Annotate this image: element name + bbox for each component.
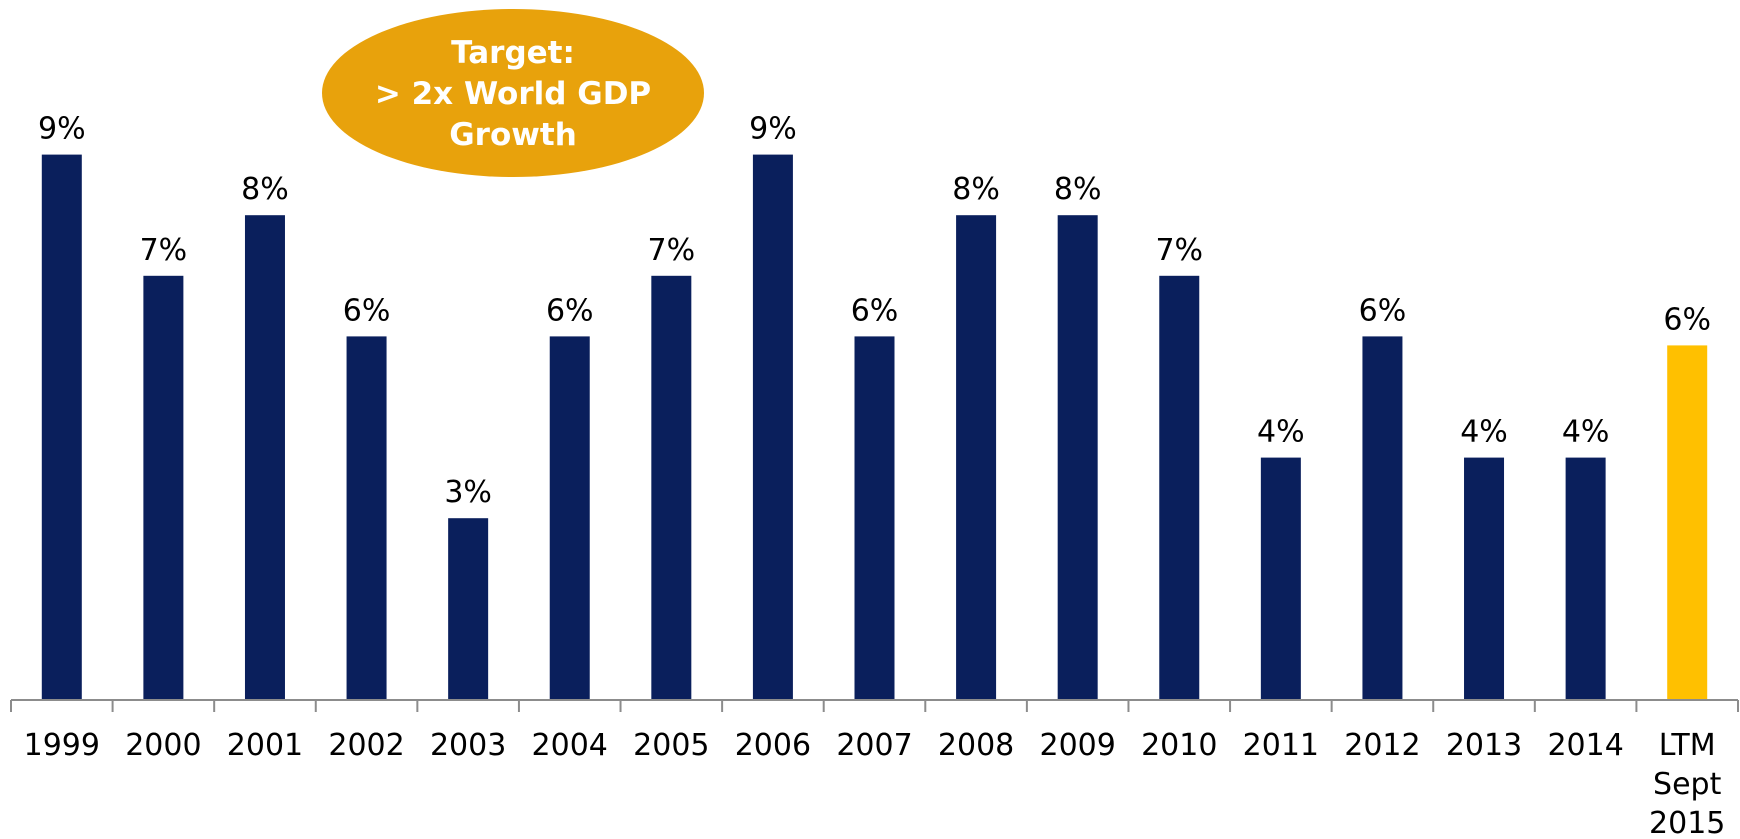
data-label-2002: 6% [343,293,391,328]
data-label-2011: 4% [1257,415,1305,450]
x-tick-label-2005: 2005 [633,728,709,763]
bar-2009 [1057,215,1098,700]
bar-2007 [854,336,895,700]
x-tick-label-2003: 2003 [430,728,506,763]
data-label-2010: 7% [1155,233,1203,268]
bar-2003 [448,518,489,700]
x-tick-label-2004: 2004 [532,728,608,763]
x-tick-label-2006: 2006 [735,728,811,763]
data-label-2013: 4% [1460,415,1508,450]
x-tick-label-2011: 2011 [1243,728,1319,763]
x-tick-label-2010: 2010 [1141,728,1217,763]
bar-2000 [143,275,184,700]
data-label-2004: 6% [546,293,594,328]
data-label-2007: 6% [851,293,899,328]
bars-group [41,154,1708,701]
x-tick-label-2002: 2002 [328,728,404,763]
x-tick-label-2013: 2013 [1446,728,1522,763]
target-callout-ellipse [322,9,704,177]
data-label-2003: 3% [444,475,492,510]
data-label-1999: 9% [38,112,86,147]
bar-2002 [346,336,387,700]
target-callout: Target: > 2x World GDP Growth [322,9,704,177]
x-tick-label-1999: 1999 [24,728,100,763]
data-label-ltm-sept-2015: 6% [1663,302,1711,337]
target-callout-line-3: Growth [449,117,577,153]
x-axis [10,699,1739,712]
bar-2008 [956,215,997,700]
data-label-2000: 7% [140,233,188,268]
bar-2013 [1464,457,1505,700]
x-tick-label-2008: 2008 [938,728,1014,763]
bar-2006 [752,154,793,701]
bar-2010 [1159,275,1200,700]
data-label-2001: 8% [241,172,289,207]
bar-2011 [1260,457,1301,700]
x-tick-label-2001: 2001 [227,728,303,763]
target-callout-line-1: Target: [451,35,575,71]
bar-ltm-sept-2015 [1667,345,1708,700]
bar-2014 [1565,457,1606,700]
data-label-2009: 8% [1054,172,1102,207]
x-tick-label-ltm-sept-2015: LTM Sept 2015 [1649,728,1725,839]
bar-2001 [244,215,285,700]
bar-1999 [41,154,82,701]
x-tick-label-2014: 2014 [1547,728,1623,763]
x-tick-labels-group: 1999 2000 2001 2002 2003 2004 2005 2006 2007 2008… [24,728,1726,839]
x-tick-label-2009: 2009 [1039,728,1115,763]
value-labels-group: 9% 7% 8% 6% 3% 6% 7% 9% 6% 8% 8% 7% 4% 6% 4% 4% 6% [38,112,1711,511]
data-label-2005: 7% [648,233,696,268]
x-tick-label-2000: 2000 [125,728,201,763]
bar-2005 [651,275,692,700]
x-tick-label-2012: 2012 [1344,728,1420,763]
bar-2012 [1362,336,1403,700]
data-label-2006: 9% [749,112,797,147]
bar-2004 [549,336,590,700]
data-label-2014: 4% [1562,415,1610,450]
target-callout-line-2: > 2x World GDP [375,76,651,112]
data-label-2012: 6% [1359,293,1407,328]
x-tick-label-2007: 2007 [836,728,912,763]
data-label-2008: 8% [952,172,1000,207]
